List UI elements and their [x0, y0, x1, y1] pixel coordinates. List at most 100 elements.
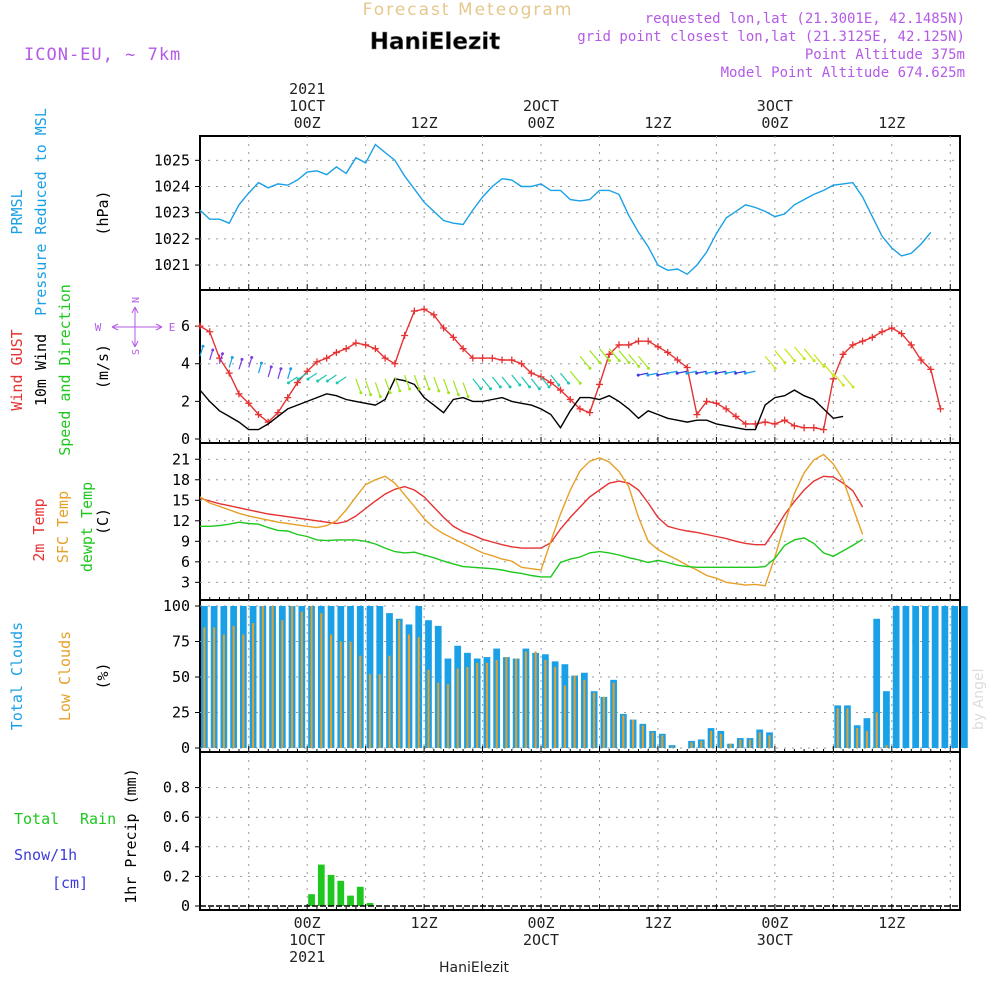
gust-marker — [576, 405, 584, 413]
wind-arrow — [667, 370, 678, 374]
wind-arrow — [647, 372, 659, 376]
temperature-line-dewpt-temp — [200, 521, 863, 578]
wind-arrow-head — [841, 383, 845, 387]
low-cloud-bar — [222, 634, 225, 748]
low-cloud-bar — [544, 659, 547, 748]
gust-marker — [206, 328, 214, 336]
wind-arrow-head — [802, 357, 806, 361]
panel-clouds: 0 25 50 75 100 (%) Total Clouds Low Clouds — [8, 597, 968, 757]
gust-marker — [937, 405, 945, 413]
wind-arrow-head — [259, 361, 263, 365]
wind-arrow-head — [704, 371, 708, 375]
gust-marker — [625, 341, 633, 349]
compass-n: N — [131, 297, 142, 303]
low-cloud-bar — [359, 655, 362, 748]
temperature-unit: (C) — [94, 508, 112, 535]
low-cloud-bar — [661, 735, 664, 748]
wind-arrow-head — [335, 381, 339, 385]
total-cloud-bar — [892, 606, 900, 748]
wind-arrow — [608, 348, 620, 362]
time-label: 1OCT — [289, 97, 325, 115]
wind-arrow-head — [598, 361, 602, 365]
low-cloud-bar — [622, 715, 625, 748]
time-label: 12Z — [878, 914, 905, 932]
watermark: by Angel — [971, 669, 987, 730]
gust-marker — [323, 354, 331, 362]
wind-arrow-head — [636, 373, 640, 377]
time-label: 2021 — [289, 80, 325, 98]
gust-marker — [615, 341, 623, 349]
gust-marker — [800, 424, 808, 432]
low-cloud-bar — [768, 735, 771, 748]
y-tick-label: 0 — [181, 739, 190, 757]
gust-marker — [215, 354, 223, 362]
low-cloud-bar — [602, 696, 605, 748]
gust-marker — [732, 412, 740, 420]
gust-marker — [449, 333, 457, 341]
wind-arrow-head — [437, 389, 441, 393]
low-cloud-bar — [749, 739, 752, 748]
gust-marker — [898, 330, 906, 338]
wind-arrow-head — [607, 359, 611, 363]
compass-icon: N S W E — [95, 297, 176, 355]
wind-arrow — [472, 378, 482, 390]
wind-arrow-head — [306, 377, 310, 381]
wind-arrow-head — [359, 391, 363, 395]
gust-marker — [761, 418, 769, 426]
total-cloud-bar — [912, 606, 920, 748]
gust-marker — [410, 307, 418, 315]
gust-marker — [907, 341, 915, 349]
wind-arrow — [793, 346, 805, 360]
cloud-ylabel: Total Clouds — [8, 622, 26, 730]
wind-arrow-head — [783, 361, 787, 365]
gust-marker — [888, 324, 896, 332]
low-cloud-bar — [641, 725, 644, 748]
panel-wind: 0 2 4 6 (m/s) Wind GUST 10m Wind Speed and Dire… — [8, 284, 961, 456]
time-label: 12Z — [644, 114, 671, 132]
y-tick-label: 0 — [181, 897, 190, 915]
time-label: 2021 — [289, 948, 325, 966]
total-cloud-bar — [951, 606, 958, 748]
gust-marker — [927, 365, 935, 373]
wind-arrow-head — [675, 371, 679, 375]
clouds-unit: (%) — [94, 662, 112, 689]
y-tick-label: 75 — [172, 633, 190, 651]
wind-arrow-head — [588, 366, 592, 370]
wind-arrow-head — [286, 381, 290, 385]
low-cloud-bar — [846, 708, 849, 748]
time-label: 00Z — [761, 914, 788, 932]
compass-s: S — [131, 349, 142, 355]
gust-marker — [440, 324, 448, 332]
wind-arrow — [521, 376, 531, 388]
gridpoint-coords: grid point closest lon,lat (21.3125E, 42… — [577, 29, 965, 45]
gust-marker — [381, 354, 389, 362]
wind-arrow-head — [388, 391, 392, 395]
wind-arrow — [199, 346, 204, 357]
y-tick-label: 1023 — [154, 204, 190, 222]
y-tick-label: 2 — [181, 392, 190, 410]
gust-marker — [595, 380, 603, 388]
wind-arrow-head — [646, 373, 650, 377]
precip-unit: 1hr Precip (mm) — [122, 768, 140, 903]
footer-location: HaniElezit — [439, 960, 509, 976]
low-cloud-bar — [856, 728, 859, 748]
gust-marker — [274, 409, 282, 417]
wind-arrow-head — [479, 387, 483, 391]
wind-arrow — [365, 380, 372, 395]
wind-arrow — [374, 382, 381, 397]
requested-coords: requested lon,lat (21.3001E, 42.1485N) — [645, 11, 965, 27]
wind-arrow — [384, 378, 391, 393]
wind-arrow — [579, 355, 591, 369]
wind-arrow — [832, 372, 844, 386]
wind-arrow — [307, 372, 318, 380]
low-cloud-bar — [573, 675, 576, 748]
pressure-ylabel: Pressure Reduced to MSL — [32, 108, 50, 316]
gust-marker — [849, 341, 857, 349]
compass-w: W — [95, 321, 102, 334]
precip-bar — [337, 880, 345, 906]
wind-arrow — [716, 370, 727, 374]
wind-arrow — [569, 370, 581, 384]
wind-arrow — [355, 378, 362, 393]
gust-marker — [342, 345, 350, 353]
